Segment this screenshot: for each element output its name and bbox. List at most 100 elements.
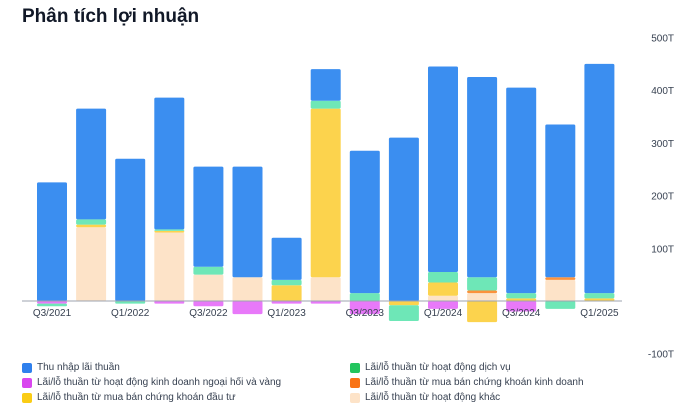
bar-segment [193, 274, 224, 301]
bar-segment [428, 66, 458, 273]
bar-segment [232, 277, 263, 301]
x-tick-label: Q3/2023 [346, 308, 385, 319]
bar-segment [193, 301, 224, 307]
bar-segment [388, 301, 419, 306]
bar-segment [545, 277, 576, 280]
bar-group-Q1-2025 [584, 63, 615, 301]
y-tick-label: 300T [651, 139, 674, 150]
legend-swatch [22, 362, 32, 373]
bar-segment [349, 301, 380, 315]
bar-segment [467, 293, 498, 301]
bar-segment [388, 305, 419, 322]
bar-segment [545, 301, 576, 309]
bar-segment [506, 298, 537, 301]
bar-segment [506, 293, 537, 299]
bar-group-Q4-2024 [545, 124, 576, 309]
y-tick-label: 200T [651, 192, 674, 203]
legend-item-other[interactable]: Lãi/lỗ thuần từ hoạt động khác [350, 392, 500, 403]
bar-segment [76, 108, 107, 220]
bar-segment [467, 277, 498, 291]
bar-segment [388, 137, 419, 301]
bar-segment [506, 87, 537, 294]
y-tick-label: 100T [651, 244, 674, 255]
bar-segment [467, 301, 498, 323]
bar-segment [154, 232, 185, 301]
bar-group-Q3-2024 [506, 87, 537, 312]
bar-segment [349, 150, 380, 294]
bar-group-Q1-2024 [428, 66, 458, 309]
bar-segment [467, 77, 498, 278]
legend-label: Lãi/lỗ thuần từ hoạt động khác [365, 392, 501, 403]
bar-segment [310, 69, 341, 101]
bar-segment [545, 279, 576, 301]
bar-segment [154, 229, 185, 231]
bar-group-Q1-2023 [271, 237, 302, 304]
legend-label: Lãi/lỗ thuần từ mua bán chứng khoán kinh… [365, 377, 584, 388]
bar-segment [37, 303, 67, 307]
bar-segment [310, 301, 341, 304]
bar-segment [154, 97, 185, 230]
bar-group-Q3-2021 [37, 182, 67, 307]
x-tick-label: Q3/2022 [189, 308, 228, 319]
bar-segment [310, 108, 341, 278]
y-tick-label: 400T [651, 86, 674, 97]
profit-analysis-chart: Q3/2021 Q1/2022 Q3/2022 Q1/2023 Q3/2023 Q1/20… [22, 34, 674, 361]
bar-segment [115, 301, 146, 304]
bar-group-Q4-2023 [388, 137, 419, 322]
bar-group-Q4-2022 [232, 166, 263, 315]
bar-segment [232, 301, 263, 315]
bar-segment [232, 166, 263, 278]
legend-swatch [22, 377, 32, 388]
legend-item-investment-securities[interactable]: Lãi/lỗ thuần từ mua bán chứng khoán đầu … [22, 392, 236, 403]
bar-groups [37, 63, 615, 323]
y-tick-label: 500T [651, 34, 674, 45]
chart-title: Phân tích lợi nhuận [22, 6, 200, 27]
bar-segment [428, 282, 458, 296]
legend-item-net-interest-income[interactable]: Thu nhập lãi thuần [22, 362, 120, 373]
bar-segment [76, 224, 107, 228]
bar-group-Q4-2021 [76, 108, 107, 301]
bar-group-Q2-2023 [310, 69, 341, 304]
legend-label: Lãi/lỗ thuần từ hoạt động kinh doanh ngo… [37, 377, 282, 388]
legend-label: Lãi/lỗ thuần từ hoạt động dịch vụ [365, 362, 511, 373]
bar-segment [154, 301, 185, 304]
x-tick-label: Q1/2023 [267, 308, 306, 319]
bar-segment [310, 277, 341, 301]
legend-label: Lãi/lỗ thuần từ mua bán chứng khoán đầu … [37, 392, 236, 403]
bar-segment [310, 100, 341, 109]
legend-item-fx-gold[interactable]: Lãi/lỗ thuần từ hoạt động kinh doanh ngo… [22, 377, 281, 388]
bar-segment [271, 285, 302, 301]
bar-segment [428, 301, 458, 309]
bar-segment [76, 227, 107, 301]
y-axis-ticks: 500T 400T 300T 200T 100T -100T [648, 34, 674, 361]
x-tick-label: Q3/2021 [33, 308, 72, 319]
bar-segment [76, 219, 107, 225]
y-tick-label: -100T [648, 350, 674, 361]
x-tick-label: Q1/2025 [580, 308, 619, 319]
bar-segment [584, 63, 615, 294]
bar-segment [467, 290, 498, 294]
legend-swatch [350, 362, 360, 373]
bar-segment [193, 166, 224, 267]
bar-group-Q3-2022 [193, 166, 224, 307]
legend-item-trading-securities[interactable]: Lãi/lỗ thuần từ mua bán chứng khoán kinh… [350, 377, 584, 388]
bar-segment [271, 279, 302, 286]
bar-segment [115, 158, 146, 301]
legend-swatch [350, 377, 360, 388]
bar-segment [428, 272, 458, 283]
bar-segment [545, 124, 576, 278]
x-axis-ticks: Q3/2021 Q1/2022 Q3/2022 Q1/2023 Q3/2023 Q1/20… [33, 308, 619, 319]
bar-group-Q3-2023 [349, 150, 380, 315]
bar-segment [154, 230, 185, 233]
bar-segment [37, 301, 67, 304]
bar-segment [506, 301, 537, 312]
x-tick-label: Q1/2022 [111, 308, 150, 319]
bar-group-Q2-2022 [154, 97, 185, 304]
x-tick-label: Q1/2024 [424, 308, 463, 319]
bar-segment [584, 293, 615, 299]
bar-group-Q2-2024 [467, 77, 498, 323]
bar-segment [271, 301, 302, 304]
legend-swatch [350, 392, 360, 403]
legend-item-service[interactable]: Lãi/lỗ thuần từ hoạt động dịch vụ [350, 362, 511, 373]
bar-segment [37, 182, 67, 301]
